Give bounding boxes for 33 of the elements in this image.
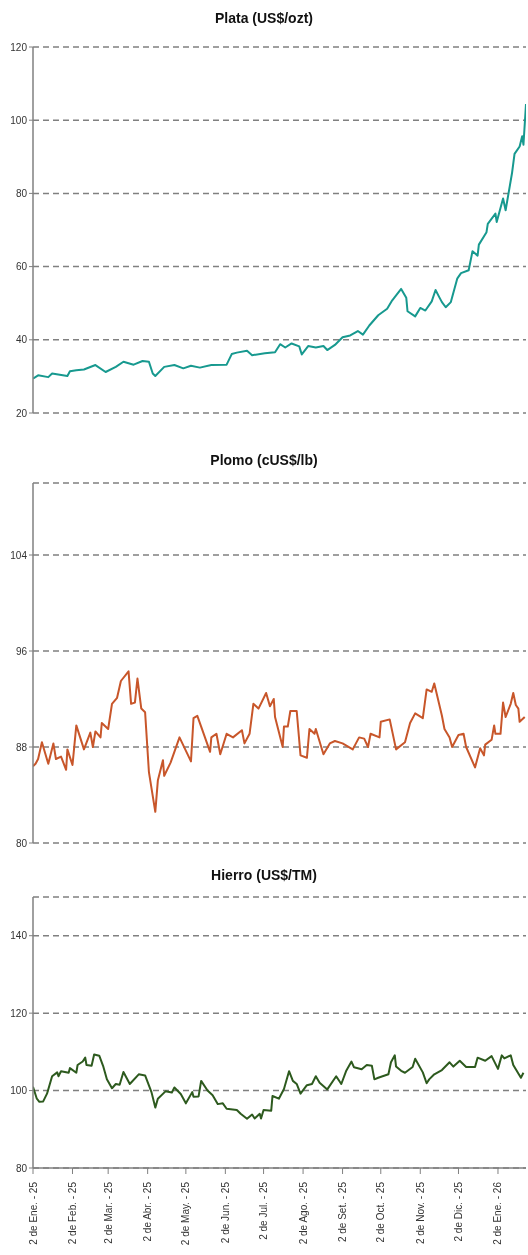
line-series — [33, 670, 526, 813]
x-tick-label: 2 de Ago. - 25 — [297, 1181, 309, 1245]
y-tick-label: 100 — [10, 114, 28, 126]
x-tick-label: 2 de Feb. - 25 — [66, 1181, 78, 1245]
x-tick-label: 2 de Set. - 25 — [337, 1181, 349, 1243]
y-tick-label: 88 — [15, 741, 28, 753]
y-tick-label: 120 — [10, 41, 28, 53]
x-tick-label: 2 de May. - 25 — [180, 1181, 192, 1246]
x-tick-label: 2 de Dic. - 25 — [452, 1181, 464, 1242]
y-tick-label: 40 — [15, 334, 28, 346]
chart-title: Hierro (US$/TM) — [210, 866, 318, 885]
line-series — [33, 103, 526, 380]
x-tick-label: 2 de Jun. - 25 — [219, 1181, 231, 1244]
x-tick-label: 2 de Ene. - 25 — [27, 1181, 39, 1245]
y-tick-label: 80 — [15, 1162, 28, 1174]
chart-title: Plomo (cUS$/lb) — [209, 451, 319, 470]
y-tick-label: 80 — [15, 187, 28, 199]
y-tick-label: 104 — [10, 549, 28, 561]
y-tick-label: 20 — [15, 407, 28, 419]
chart-title: Plata (US$/ozt) — [214, 9, 314, 28]
x-tick-label: 2 de Oct. - 25 — [375, 1181, 387, 1243]
y-tick-label: 60 — [15, 261, 28, 273]
x-tick-label: 2 de Nov. - 25 — [414, 1181, 426, 1245]
y-tick-label: 140 — [10, 930, 28, 942]
x-tick-label: 2 de Ene. - 26 — [492, 1181, 504, 1245]
x-tick-label: 2 de Abr. - 25 — [142, 1181, 154, 1242]
y-tick-label: 80 — [15, 837, 28, 849]
y-tick-label: 100 — [10, 1085, 28, 1097]
line-series — [33, 1053, 525, 1120]
y-tick-label: 120 — [10, 1007, 28, 1019]
x-tick-label: 2 de Mar. - 25 — [102, 1181, 114, 1244]
x-tick-label: 2 de Jul. - 25 — [258, 1181, 270, 1240]
y-tick-label: 96 — [15, 645, 28, 657]
